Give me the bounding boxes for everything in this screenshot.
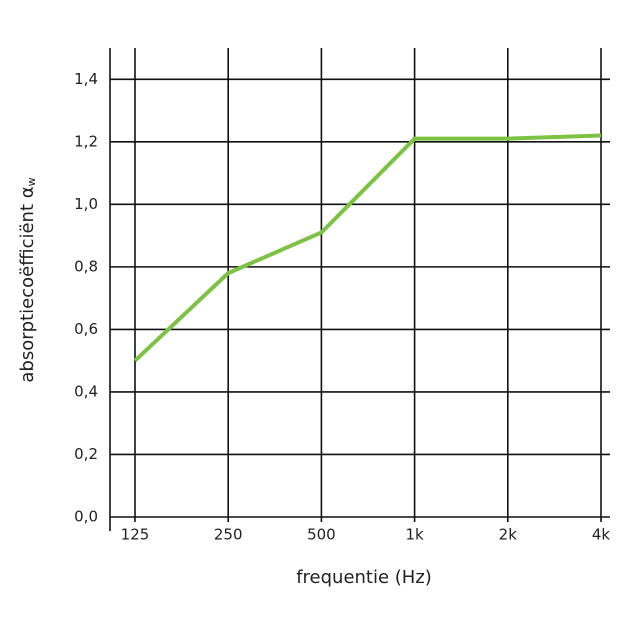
x-axis-label: frequentie (Hz) — [296, 567, 432, 588]
data-line — [133, 133, 602, 363]
y-tick-label: 1,0 — [74, 195, 98, 213]
y-tick-label: 1,4 — [74, 70, 98, 88]
y-tick-label: 0,2 — [74, 445, 98, 463]
x-tick-label: 500 — [307, 526, 336, 544]
y-tick-label: 1,2 — [74, 132, 98, 150]
x-tick-label: 125 — [121, 526, 150, 544]
y-tick-label: 0,8 — [74, 257, 98, 275]
y-tick-label: 0,0 — [74, 508, 98, 526]
x-tick-label: 1k — [405, 526, 424, 544]
y-axis-label-subscript: w — [25, 177, 38, 186]
y-axis-label-text: absorptiecoëfficiënt α — [17, 186, 38, 382]
y-tick-label: 0,6 — [74, 320, 98, 338]
x-tick-label: 250 — [214, 526, 243, 544]
x-tick-label: 2k — [499, 526, 518, 544]
y-axis-label: absorptiecoëfficiënt αw — [17, 177, 38, 382]
x-tick-label: 4k — [592, 526, 611, 544]
y-tick-label: 0,4 — [74, 382, 98, 400]
